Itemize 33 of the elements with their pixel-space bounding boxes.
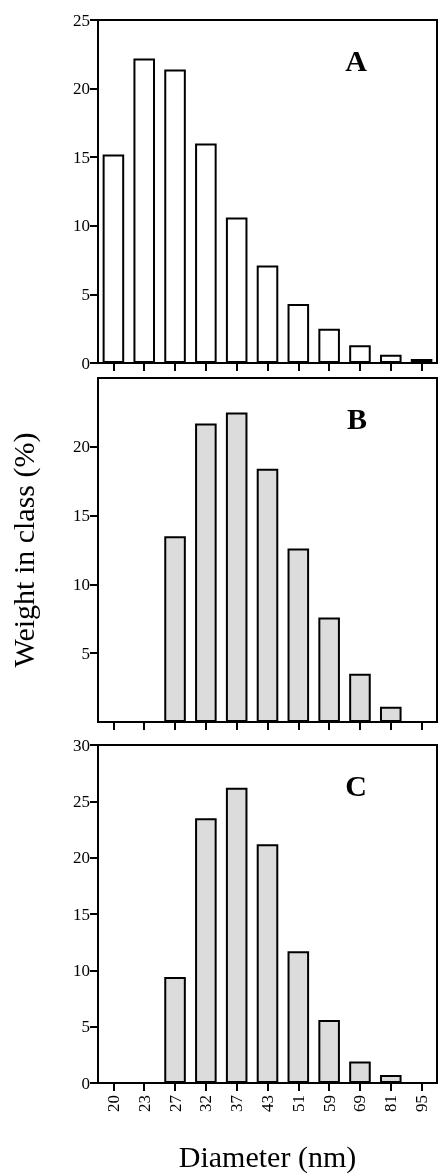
x-tick-label: 51 (288, 1095, 308, 1112)
y-tick-label: 25 (73, 10, 90, 30)
x-tick-label: 23 (134, 1095, 154, 1112)
y-tick-label: 0 (81, 353, 90, 373)
annotation: B (346, 401, 368, 435)
x-tick-label: 59 (319, 1095, 339, 1112)
y-tick-label: 20 (73, 79, 90, 99)
annotation: A (345, 43, 368, 77)
x-tick-label: 95 (412, 1095, 432, 1112)
y-tick-label: 5 (81, 1017, 90, 1037)
x-tick-label: 69 (350, 1095, 370, 1112)
x-axis-title: Diameter (nm) (178, 1139, 357, 1174)
x-tick-label: 43 (258, 1095, 277, 1112)
x-tick-label: 27 (165, 1094, 185, 1112)
x-tick-label: 20 (103, 1095, 123, 1112)
y-tick-label: 15 (73, 147, 90, 167)
y-tick-label: 5 (81, 643, 90, 663)
y-tick-label: 0 (81, 1073, 90, 1093)
x-tick-label: 37 (227, 1094, 247, 1112)
y-tick-label: 25 (73, 791, 90, 811)
y-tick-label: 15 (73, 506, 90, 526)
x-tick-label: 32 (196, 1095, 216, 1112)
annotation: C (345, 768, 368, 802)
y-tick-label: 20 (73, 437, 90, 457)
y-tick-label: 30 (73, 735, 90, 755)
x-tick-label: 81 (381, 1095, 401, 1112)
y-tick-label: 5 (81, 284, 90, 304)
y-tick-label: 10 (73, 574, 90, 594)
y-axis-title: Weight in class (%) (6, 432, 41, 668)
y-tick-label: 10 (73, 960, 90, 980)
y-tick-label: 15 (73, 904, 90, 924)
y-tick-label: 10 (73, 216, 90, 236)
y-tick-label: 20 (73, 848, 90, 868)
